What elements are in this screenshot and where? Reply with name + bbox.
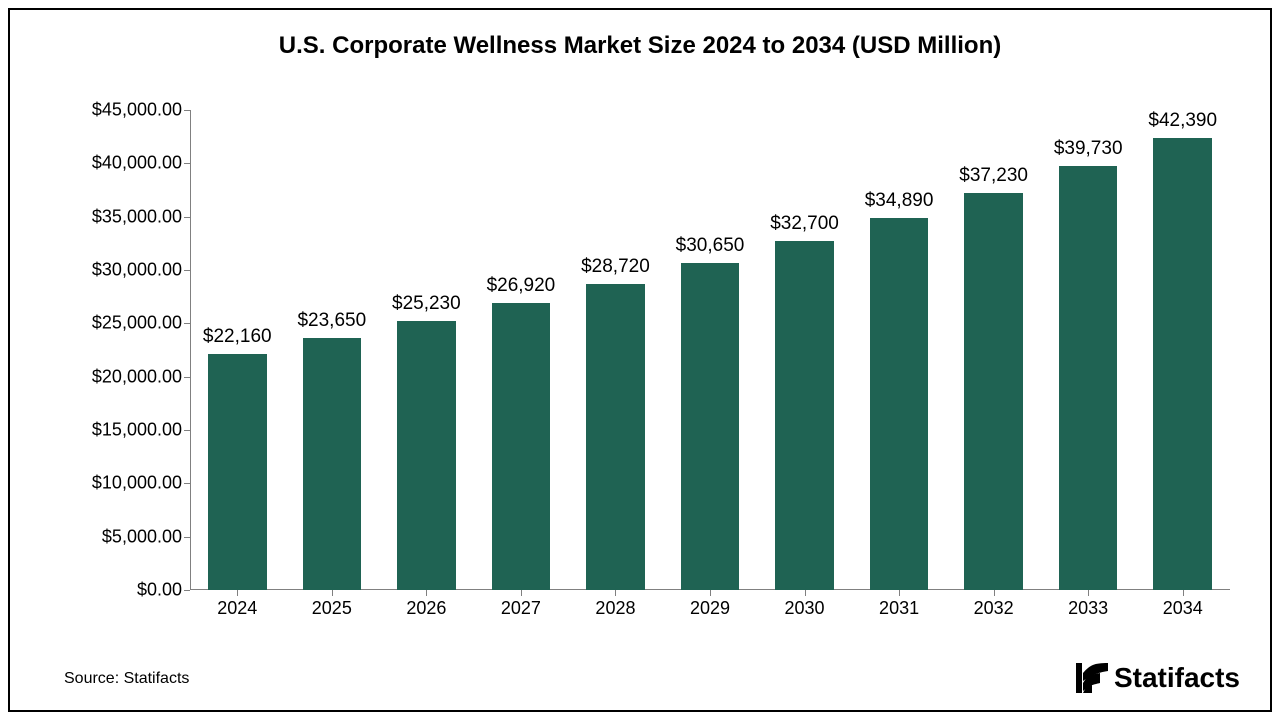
y-axis-line xyxy=(190,110,191,590)
y-tick-label: $15,000.00 xyxy=(92,420,190,441)
x-tick-mark xyxy=(521,590,522,596)
y-tick-mark xyxy=(184,323,190,324)
brand-logo: Statifacts xyxy=(1076,662,1240,694)
y-tick-label: $20,000.00 xyxy=(92,366,190,387)
bar-value-label: $26,920 xyxy=(487,275,556,297)
bar xyxy=(1153,138,1212,590)
x-tick-mark xyxy=(805,590,806,596)
bar-value-label: $39,730 xyxy=(1054,138,1123,160)
source-attribution: Source: Statifacts xyxy=(64,670,189,688)
chart-title: U.S. Corporate Wellness Market Size 2024… xyxy=(10,32,1270,60)
bar xyxy=(586,284,645,590)
y-tick-label: $35,000.00 xyxy=(92,206,190,227)
y-tick-mark xyxy=(184,270,190,271)
bar xyxy=(775,241,834,590)
x-tick-mark xyxy=(994,590,995,596)
y-tick-mark xyxy=(184,590,190,591)
y-tick-label: $10,000.00 xyxy=(92,473,190,494)
bar xyxy=(208,354,267,590)
x-tick-mark xyxy=(615,590,616,596)
y-tick-label: $30,000.00 xyxy=(92,260,190,281)
y-tick-label: $5,000.00 xyxy=(102,526,190,547)
brand-text: Statifacts xyxy=(1114,662,1240,694)
bar-value-label: $23,650 xyxy=(297,310,366,332)
x-tick-mark xyxy=(899,590,900,596)
plot-area: $0.00$5,000.00$10,000.00$15,000.00$20,00… xyxy=(190,110,1230,590)
bar xyxy=(492,303,551,590)
bar-value-label: $25,230 xyxy=(392,293,461,315)
y-tick-label: $45,000.00 xyxy=(92,100,190,121)
bar xyxy=(1059,166,1118,590)
y-tick-mark xyxy=(184,483,190,484)
x-tick-mark xyxy=(426,590,427,596)
bar xyxy=(870,218,929,590)
bar-value-label: $34,890 xyxy=(865,190,934,212)
x-tick-mark xyxy=(1183,590,1184,596)
x-tick-mark xyxy=(237,590,238,596)
y-tick-mark xyxy=(184,110,190,111)
y-tick-label: $40,000.00 xyxy=(92,153,190,174)
y-tick-mark xyxy=(184,537,190,538)
bar-value-label: $42,390 xyxy=(1148,110,1217,132)
y-tick-label: $0.00 xyxy=(137,580,190,601)
statifacts-icon xyxy=(1076,663,1108,693)
y-tick-mark xyxy=(184,430,190,431)
y-tick-mark xyxy=(184,377,190,378)
bar-value-label: $37,230 xyxy=(959,165,1028,187)
chart-frame: U.S. Corporate Wellness Market Size 2024… xyxy=(8,8,1272,712)
bar xyxy=(397,321,456,590)
y-tick-label: $25,000.00 xyxy=(92,313,190,334)
bar-value-label: $30,650 xyxy=(676,235,745,257)
x-tick-mark xyxy=(710,590,711,596)
y-tick-mark xyxy=(184,163,190,164)
x-tick-mark xyxy=(1088,590,1089,596)
bar-value-label: $32,700 xyxy=(770,213,839,235)
bar xyxy=(303,338,362,590)
bar-value-label: $28,720 xyxy=(581,256,650,278)
x-tick-mark xyxy=(332,590,333,596)
bar-value-label: $22,160 xyxy=(203,326,272,348)
bar xyxy=(681,263,740,590)
bar xyxy=(964,193,1023,590)
y-tick-mark xyxy=(184,217,190,218)
